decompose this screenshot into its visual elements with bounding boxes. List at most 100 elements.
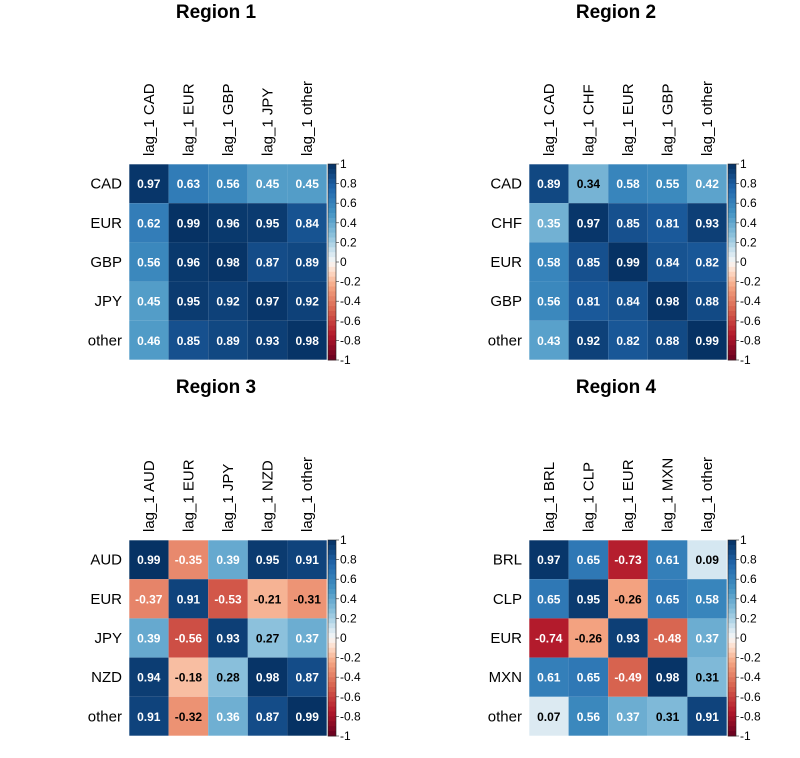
grid-border (528, 163, 728, 361)
heatmap-cell (208, 579, 248, 619)
colorbar-segment (728, 549, 736, 556)
colorbar-segment (328, 252, 336, 258)
colorbar-segment (728, 608, 736, 614)
colorbar-tick-label: 0 (740, 255, 747, 269)
colorbar-segment (328, 657, 336, 663)
colorbar-segment (328, 544, 336, 551)
colorbar-tick-label: 0.6 (740, 196, 757, 210)
heatmap-cell (208, 618, 248, 658)
heatmap-cell (129, 164, 169, 204)
cell-value-label: 0.31 (696, 671, 720, 685)
colorbar-segment (728, 628, 736, 634)
heatmap-cell (247, 164, 288, 204)
colorbar-tick-label: -0.4 (740, 294, 761, 308)
heatmap-cell (168, 579, 209, 619)
column-label: lag_1 BRL (541, 462, 558, 532)
colorbar-segment (728, 623, 736, 629)
colorbar-tick-label: -0.8 (340, 333, 361, 347)
colorbar-segment (328, 281, 336, 287)
cell-value-label: 0.55 (656, 177, 680, 191)
colorbar-tick-label: 1 (340, 157, 347, 171)
panel-title: Region 1 (176, 2, 257, 23)
colorbar-segment (328, 193, 336, 199)
heatmap-cell (608, 281, 648, 321)
cell-value-label: 0.96 (177, 256, 201, 270)
cell-value-label: 0.99 (296, 710, 320, 724)
cell-value-label: 0.81 (656, 216, 680, 230)
cell-value-label: 0.37 (696, 632, 720, 646)
column-label: lag_1 other (699, 81, 716, 156)
colorbar-tick-label: 0 (740, 631, 747, 645)
colorbar-segment (728, 252, 736, 258)
colorbar-tick-label: -0.4 (340, 670, 361, 684)
colorbar-segment (328, 301, 336, 307)
heatmap-cell (208, 540, 248, 580)
cell-value-label: 0.89 (537, 177, 561, 191)
cell-value-label: 0.84 (656, 256, 680, 270)
colorbar-segment (728, 696, 736, 703)
colorbar-segment (328, 667, 336, 673)
cell-value-label: 0.88 (696, 295, 720, 309)
colorbar-segment (728, 652, 736, 658)
heatmap-cell (247, 696, 288, 736)
row-label: JPY (94, 293, 122, 310)
colorbar-segment (728, 701, 736, 707)
colorbar-segment (728, 276, 736, 282)
colorbar-segment (728, 168, 736, 175)
cell-value-label: 0.39 (216, 553, 240, 567)
colorbar-tick-label: 0.4 (740, 216, 757, 230)
heatmap-cell (529, 203, 569, 243)
cell-value-label: -0.31 (294, 592, 322, 606)
colorbar-tick-label: -0.6 (740, 314, 761, 328)
colorbar-segment (728, 691, 736, 698)
cell-value-label: 0.56 (216, 177, 240, 191)
colorbar-tick-label: -0.8 (740, 333, 761, 347)
cell-value-label: 0.92 (577, 334, 601, 348)
colorbar-segment (328, 584, 336, 590)
colorbar-segment (328, 613, 336, 619)
heatmap-cell (168, 618, 209, 658)
column-label: lag_1 CAD (541, 83, 558, 156)
colorbar-segment (728, 672, 736, 678)
colorbar-segment (328, 217, 336, 224)
cell-value-label: 0.98 (216, 256, 240, 270)
heatmap-cell (247, 203, 288, 243)
panel-title: Region 3 (176, 377, 256, 398)
cell-value-label: -0.18 (175, 671, 203, 685)
colorbar-segment (328, 633, 336, 639)
cell-value-label: 0.35 (537, 216, 561, 230)
colorbar-segment (728, 257, 736, 263)
cell-value-label: 0.37 (296, 632, 320, 646)
colorbar-tick-label: 0.4 (340, 592, 357, 606)
colorbar-segment (328, 247, 336, 253)
column-label: lag_1 CLP (580, 462, 597, 532)
column-label: lag_1 AUD (141, 460, 158, 532)
colorbar-segment (728, 315, 736, 322)
colorbar-segment (728, 188, 736, 194)
heatmap-panel-4: Region 4 lag_1 BRL lag_1 CLP lag_1 EUR lag_1… (488, 377, 761, 743)
colorbar-segment (328, 350, 336, 356)
colorbar-segment (328, 642, 336, 649)
cell-value-label: 0.28 (216, 671, 240, 685)
colorbar-tick-label: 0 (340, 631, 347, 645)
colorbar-segment (728, 296, 736, 302)
heatmap-cell (168, 281, 209, 321)
row-label: JPY (94, 630, 122, 647)
cell-value-label: 0.97 (256, 295, 280, 309)
heatmap-cell (529, 242, 569, 282)
cell-value-label: 0.65 (656, 592, 680, 606)
heatmap-cell (168, 696, 209, 736)
colorbar-segment (728, 281, 736, 287)
colorbar-segment (728, 227, 736, 233)
colorbar-segment (728, 662, 736, 668)
heatmap-cell (247, 320, 288, 360)
heatmap-cell (568, 618, 609, 658)
heatmap-cell (568, 696, 609, 736)
colorbar-segment (728, 301, 736, 307)
colorbar-segment (328, 706, 336, 712)
colorbar-tick-label: 0.8 (340, 177, 357, 191)
heatmap-cell (287, 164, 327, 204)
heatmap-cell (608, 540, 648, 580)
colorbar-segment (328, 325, 336, 331)
colorbar-segment (728, 222, 736, 229)
